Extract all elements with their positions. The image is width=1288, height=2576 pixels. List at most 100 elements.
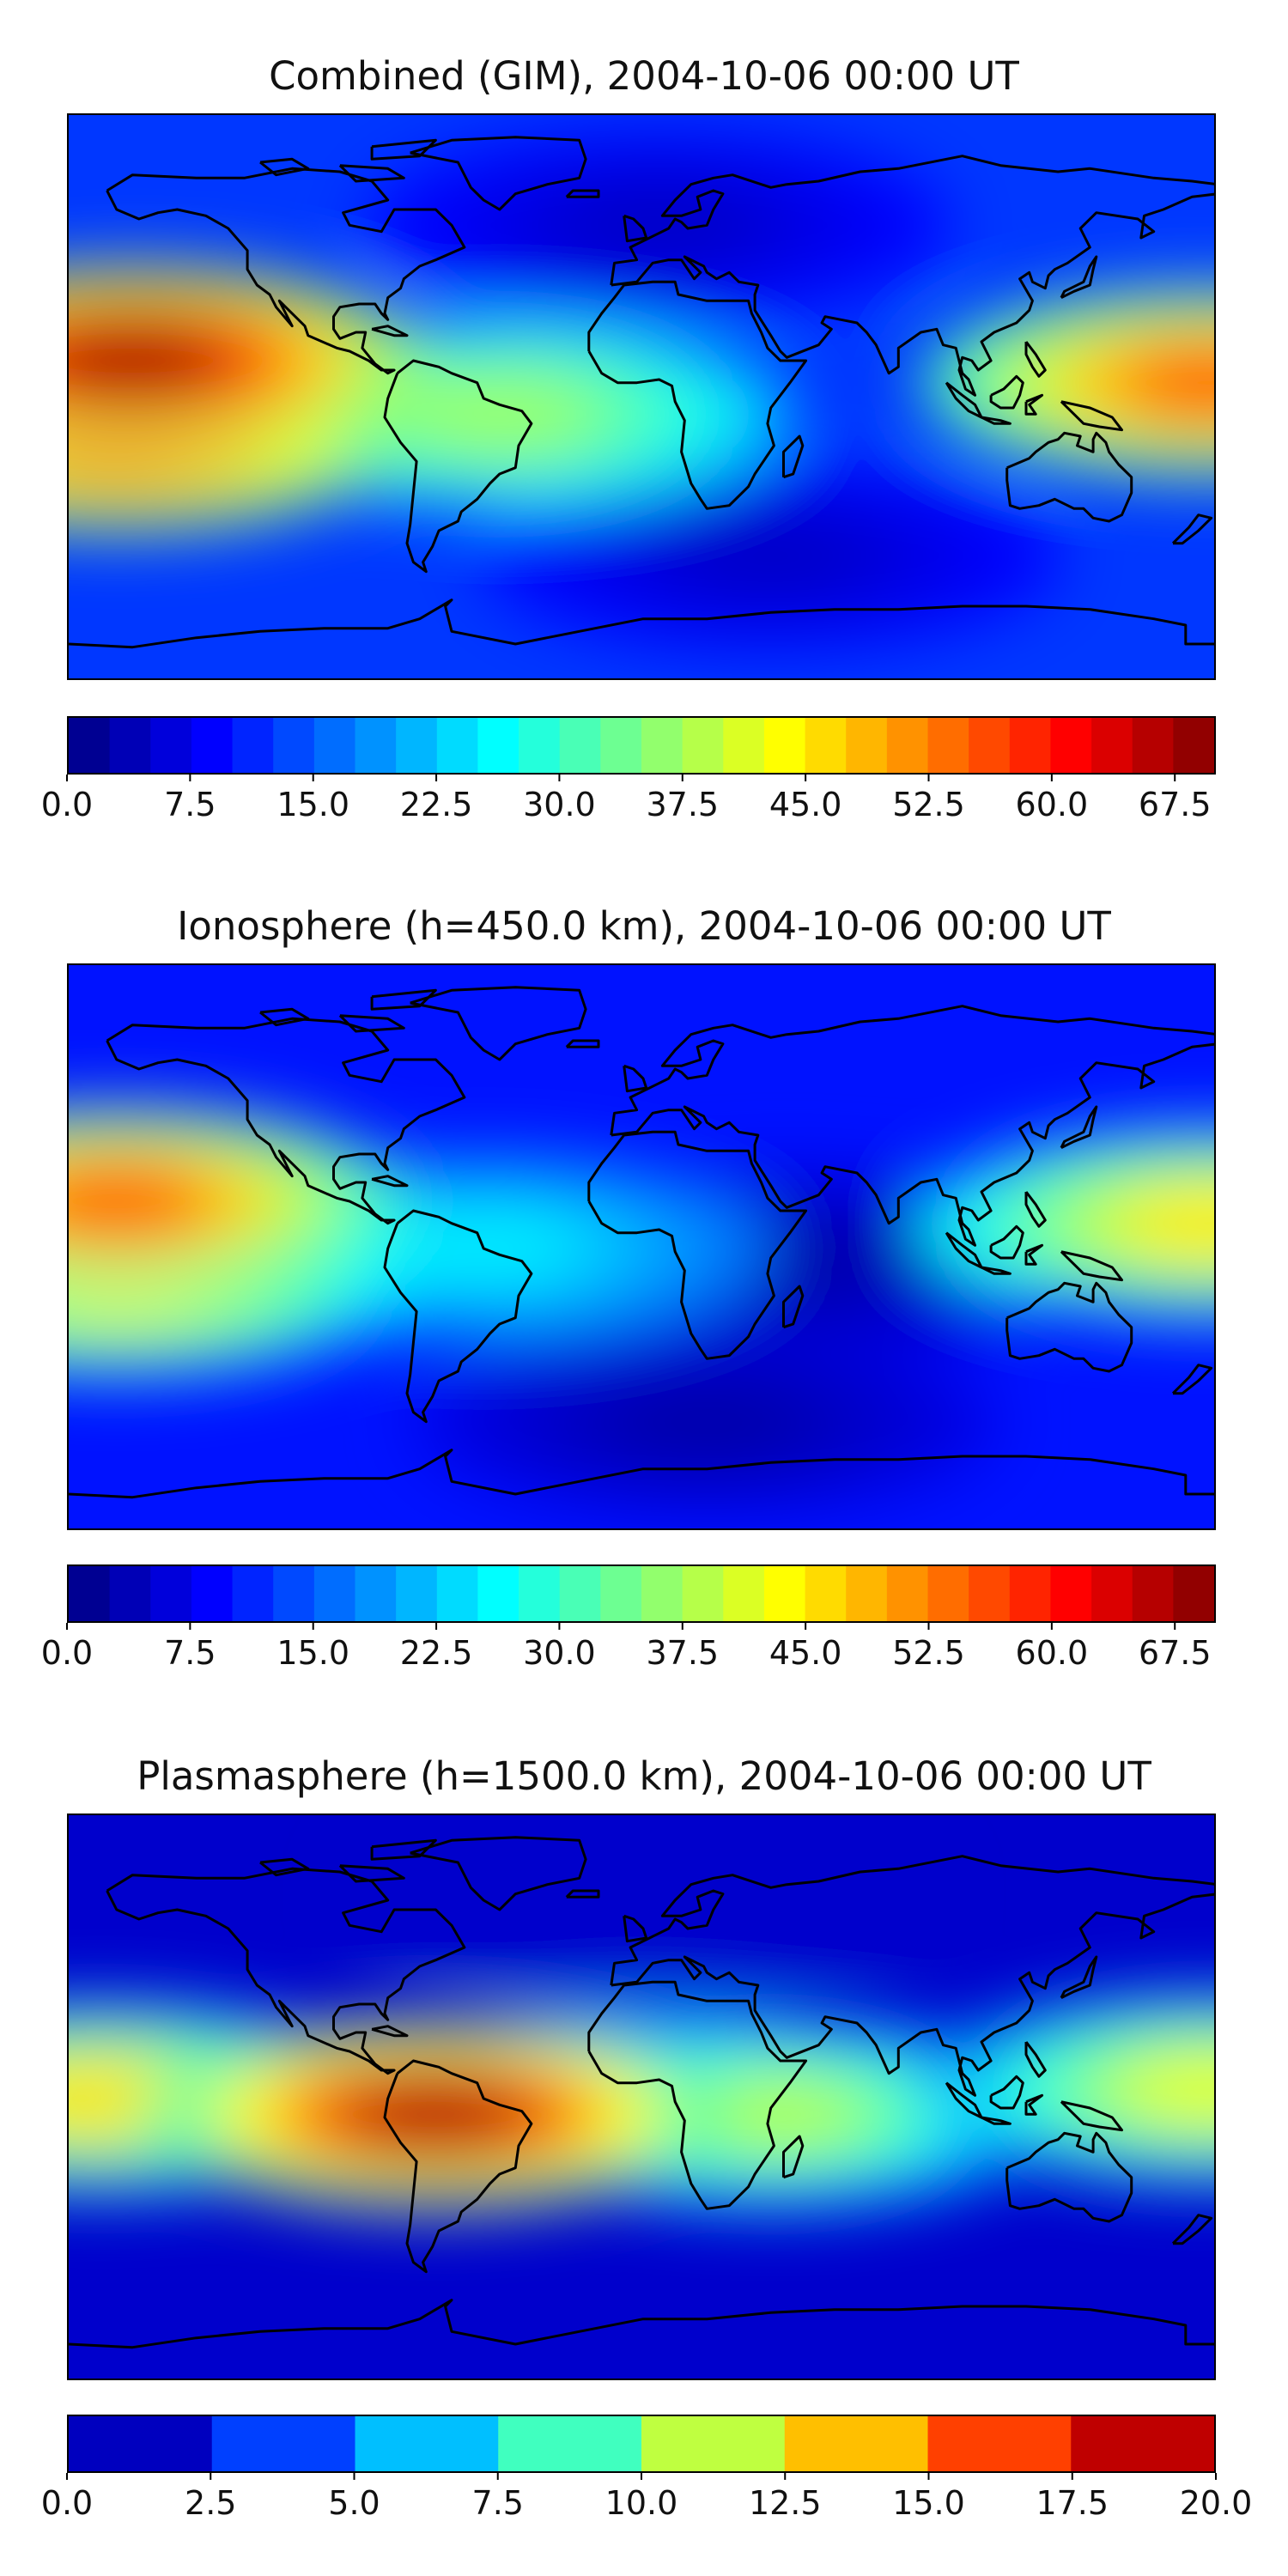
colorbar-segment bbox=[927, 1566, 969, 1621]
colorbar-tick-label: 0.0 bbox=[41, 786, 93, 823]
colorbar-segment bbox=[355, 718, 397, 773]
colorbar-segment bbox=[1132, 1566, 1174, 1621]
coastline bbox=[410, 136, 587, 211]
colorbar-tick-label: 37.5 bbox=[646, 786, 719, 823]
colorbar-segment bbox=[641, 1566, 683, 1621]
coastline bbox=[1024, 2041, 1047, 2078]
heatmap-cell bbox=[671, 516, 870, 596]
coastline bbox=[410, 986, 587, 1061]
heatmap-map bbox=[67, 113, 1216, 680]
colorbar-segment bbox=[191, 718, 234, 773]
colorbar-segment bbox=[273, 718, 315, 773]
coastline bbox=[106, 1867, 466, 2075]
coastline bbox=[587, 1130, 808, 1360]
heatmap-map bbox=[67, 1814, 1216, 2380]
coastline bbox=[1060, 1105, 1098, 1150]
coastline bbox=[1060, 400, 1123, 432]
coastline bbox=[106, 1017, 466, 1225]
coastline bbox=[1005, 431, 1133, 523]
colorbar-segment bbox=[313, 718, 356, 773]
colorbar-tick-label: 20.0 bbox=[1180, 2484, 1253, 2522]
colorbar-tick-label: 22.5 bbox=[400, 1634, 473, 1672]
colorbar-segment bbox=[109, 718, 151, 773]
colorbar-segment bbox=[477, 718, 519, 773]
coastline bbox=[782, 1285, 805, 1329]
colorbar-segment bbox=[763, 1566, 806, 1621]
colorbar-segment bbox=[723, 1566, 765, 1621]
coastline bbox=[1060, 2100, 1123, 2132]
plot-title: Ionosphere (h=450.0 km), 2004-10-06 00:0… bbox=[177, 903, 1111, 949]
colorbar-segment bbox=[1173, 718, 1214, 773]
coastline bbox=[370, 988, 437, 1011]
coastline bbox=[587, 1980, 808, 2210]
coastline bbox=[610, 1005, 1214, 1247]
coastline bbox=[610, 1855, 1214, 2097]
coastline bbox=[69, 598, 1214, 649]
colorbar-segment bbox=[969, 718, 1011, 773]
coastline bbox=[1060, 1250, 1123, 1282]
colorbar-segment bbox=[805, 1566, 847, 1621]
colorbar-segment bbox=[355, 1566, 397, 1621]
coastline bbox=[1024, 1191, 1047, 1228]
colorbar-tick-label: 17.5 bbox=[1036, 2484, 1109, 2522]
colorbar-segment bbox=[69, 718, 111, 773]
coastline bbox=[623, 1064, 648, 1093]
colorbar-tick-label: 60.0 bbox=[1016, 786, 1089, 823]
coastline bbox=[565, 1039, 600, 1048]
colorbar-segment bbox=[109, 1566, 151, 1621]
plot-title: Combined (GIM), 2004-10-06 00:00 UT bbox=[269, 53, 1019, 99]
colorbar-segment bbox=[436, 1566, 479, 1621]
coastline-overlay bbox=[69, 136, 1214, 649]
colorbar-tick-label: 45.0 bbox=[769, 786, 842, 823]
colorbar-segment bbox=[927, 2416, 1072, 2471]
colorbar-tick-label: 7.5 bbox=[164, 786, 216, 823]
coastline bbox=[1005, 1281, 1133, 1373]
coastline bbox=[610, 155, 1214, 397]
coastline bbox=[981, 416, 1012, 425]
coastline bbox=[1171, 513, 1213, 545]
colorbar-ticks: 0.0 2.5 5.0 7.5 10.0 12.5 15.0 17.5 20.0 bbox=[41, 2473, 1252, 2524]
heatmap-cell bbox=[1112, 343, 1214, 422]
coastline bbox=[1060, 1955, 1098, 2000]
heatmap-cell bbox=[69, 320, 232, 401]
colorbar-segment bbox=[232, 1566, 274, 1621]
colorbar-segment bbox=[1173, 1566, 1214, 1621]
colorbar-segment bbox=[69, 1566, 111, 1621]
colorbar-segment bbox=[1071, 2416, 1214, 2471]
colorbar-tick-label: 60.0 bbox=[1016, 1634, 1089, 1672]
colorbar-segment bbox=[1009, 718, 1052, 773]
colorbar-segment bbox=[150, 1566, 192, 1621]
colorbar-tick-label: 37.5 bbox=[646, 1634, 719, 1672]
coastline bbox=[259, 1007, 310, 1027]
coastline bbox=[1005, 2131, 1133, 2223]
plot-title: Plasmasphere (h=1500.0 km), 2004-10-06 0… bbox=[137, 1753, 1151, 1799]
colorbar-ticks: 0.0 7.5 15.0 22.5 30.0 37.5 45.0 52.5 60.0 67.5 bbox=[41, 1623, 1216, 1674]
heatmap-cell bbox=[1112, 1183, 1214, 1263]
colorbar-segment bbox=[600, 1566, 642, 1621]
colorbar-segment bbox=[519, 1566, 561, 1621]
colorbar-segment bbox=[784, 2416, 929, 2471]
colorbar-tick-label: 15.0 bbox=[892, 2484, 965, 2522]
colorbar-segment bbox=[396, 718, 438, 773]
coastline bbox=[69, 1449, 1214, 1499]
colorbar bbox=[67, 2415, 1216, 2473]
coastline bbox=[623, 1914, 648, 1943]
colorbar-segment bbox=[600, 718, 642, 773]
colorbar-segment bbox=[927, 718, 969, 773]
colorbar-segment bbox=[763, 718, 806, 773]
coastline bbox=[989, 1224, 1024, 1260]
colorbar-tick-label: 2.5 bbox=[185, 2484, 236, 2522]
heatmap-map bbox=[67, 963, 1216, 1530]
colorbar-segment bbox=[519, 718, 561, 773]
coastline bbox=[338, 164, 405, 183]
colorbar-tick-label: 67.5 bbox=[1139, 1634, 1212, 1672]
coastline bbox=[623, 214, 648, 243]
colorbar-segment bbox=[498, 2416, 642, 2471]
heatmap-cell bbox=[400, 374, 598, 454]
colorbar-tick-label: 52.5 bbox=[892, 786, 965, 823]
colorbar-tick-label: 30.0 bbox=[523, 1634, 596, 1672]
colorbar-segment bbox=[969, 1566, 1011, 1621]
coastline bbox=[259, 157, 310, 177]
heatmap-cell bbox=[69, 1161, 216, 1242]
coastline bbox=[106, 167, 466, 375]
